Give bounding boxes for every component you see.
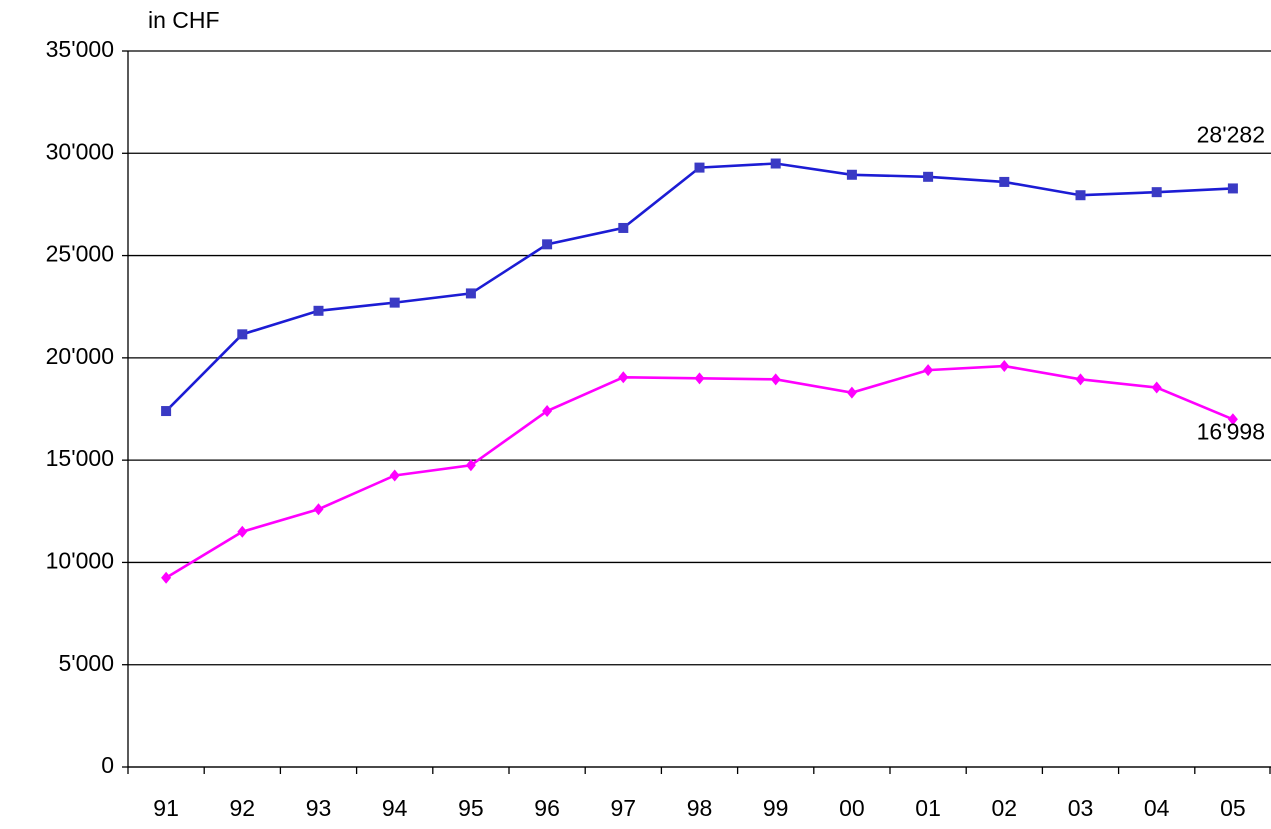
marker <box>694 162 705 173</box>
x-tick-label: 92 <box>230 795 256 821</box>
y-axis-label: in CHF <box>148 7 220 33</box>
data-label: 16'998 <box>1197 418 1265 444</box>
marker <box>1075 373 1086 386</box>
marker <box>389 469 400 482</box>
x-tick-label: 98 <box>687 795 713 821</box>
x-tick-label: 91 <box>153 795 179 821</box>
y-tick-label: 25'000 <box>46 241 114 267</box>
marker <box>465 288 476 299</box>
marker <box>237 525 248 538</box>
marker <box>770 373 781 386</box>
marker <box>618 371 629 384</box>
marker <box>1075 190 1086 201</box>
x-tick-label: 99 <box>763 795 789 821</box>
x-tick-label: 94 <box>382 795 408 821</box>
x-tick-label: 01 <box>915 795 941 821</box>
series-line <box>165 364 1234 579</box>
marker <box>770 158 781 169</box>
marker <box>923 364 934 377</box>
marker <box>999 176 1010 187</box>
x-tick-label: 02 <box>992 795 1018 821</box>
y-tick-label: 35'000 <box>46 36 114 62</box>
marker <box>1151 381 1162 394</box>
y-tick-label: 30'000 <box>46 138 114 164</box>
marker <box>161 406 172 417</box>
data-label: 28'282 <box>1197 122 1265 148</box>
marker <box>237 329 248 340</box>
marker <box>618 222 629 233</box>
x-tick-label: 00 <box>839 795 865 821</box>
x-tick-label: 04 <box>1144 795 1170 821</box>
x-tick-label: 05 <box>1220 795 1246 821</box>
y-tick-label: 15'000 <box>46 445 114 471</box>
marker <box>161 571 172 584</box>
marker <box>923 171 934 182</box>
marker <box>389 297 400 308</box>
marker <box>1151 187 1162 198</box>
marker <box>846 169 857 180</box>
marker <box>542 405 553 418</box>
y-tick-label: 20'000 <box>46 343 114 369</box>
marker <box>542 239 553 250</box>
x-tick-label: 97 <box>611 795 637 821</box>
x-tick-label: 93 <box>306 795 332 821</box>
y-tick-label: 0 <box>101 752 114 778</box>
y-tick-label: 5'000 <box>58 650 114 676</box>
y-tick-label: 10'000 <box>46 548 114 574</box>
marker <box>694 372 705 385</box>
marker <box>999 360 1010 373</box>
x-tick-label: 96 <box>534 795 560 821</box>
marker <box>313 305 324 316</box>
x-tick-label: 95 <box>458 795 484 821</box>
marker <box>313 503 324 516</box>
x-tick-label: 03 <box>1068 795 1094 821</box>
marker <box>1227 413 1238 426</box>
marker <box>846 386 857 399</box>
marker <box>1227 183 1238 194</box>
marker <box>465 459 476 472</box>
